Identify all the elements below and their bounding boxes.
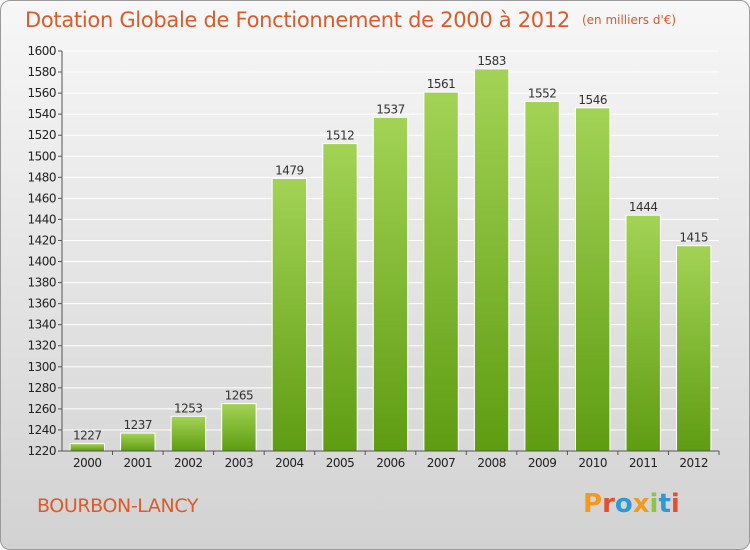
y-tick-label: 1380 — [27, 276, 56, 290]
bar-2007 — [423, 91, 459, 452]
y-tick-label: 1560 — [27, 86, 56, 100]
x-tick-label-2007: 2007 — [427, 456, 456, 470]
y-tick-label: 1320 — [27, 339, 56, 353]
data-label-2000: 1227 — [73, 429, 102, 443]
chart-unit: (en milliers d'€) — [581, 13, 677, 27]
x-tick-label-2005: 2005 — [326, 456, 355, 470]
x-tick-label-2010: 2010 — [578, 456, 607, 470]
data-label-2002: 1253 — [174, 401, 203, 415]
y-tick-label: 1480 — [27, 170, 56, 184]
y-axis: 1220 1240 1260 1280 1300 1320 1340 1360 1380 1400… — [27, 44, 63, 458]
data-label-2007: 1561 — [427, 77, 456, 91]
bar-2010 — [575, 107, 611, 452]
bar-2006 — [372, 116, 409, 452]
x-axis: 2000 2001 2002 2003 2004 2005 2006 2007 2008 2009… — [62, 450, 720, 470]
y-tick-label: 1300 — [27, 360, 56, 374]
data-label-2010: 1546 — [578, 93, 607, 107]
bar-2002 — [170, 415, 207, 452]
data-label-2012: 1415 — [679, 231, 708, 245]
x-tick-label-2011: 2011 — [629, 456, 658, 470]
y-tick-label: 1600 — [27, 44, 56, 58]
data-label-2003: 1265 — [225, 389, 254, 403]
x-tick-label-2004: 2004 — [275, 456, 304, 470]
commune-name: BOURBON-LANCY — [37, 495, 199, 517]
chart-title: Dotation Globale de Fonctionnement de 20… — [25, 8, 676, 32]
bar-2003 — [221, 403, 257, 452]
logo-letter: x — [632, 489, 650, 519]
y-tick-label: 1340 — [27, 318, 56, 332]
logo-letter: o — [614, 489, 633, 519]
x-tick-label-2006: 2006 — [376, 456, 405, 470]
x-tick-label-2009: 2009 — [528, 456, 557, 470]
y-tick-label: 1240 — [27, 423, 56, 437]
bar-2000 — [69, 443, 105, 452]
data-label-2008: 1583 — [477, 54, 506, 68]
y-tick-label: 1360 — [27, 297, 56, 311]
logo-letter: r — [602, 489, 615, 519]
bars: 1227 1237 1253 1265 1479 1512 1537 1561 1583 1552… — [69, 54, 712, 452]
x-tick-label-2001: 2001 — [124, 456, 153, 470]
y-tick-label: 1260 — [27, 402, 56, 416]
y-tick-label: 1400 — [27, 255, 56, 269]
chart-title-text: Dotation Globale de Fonctionnement de 20… — [25, 8, 570, 32]
data-label-2001: 1237 — [124, 418, 153, 432]
logo-letter: t — [658, 489, 671, 519]
y-tick-label: 1280 — [27, 381, 56, 395]
bar-2005 — [322, 143, 358, 452]
data-label-2009: 1552 — [528, 87, 557, 101]
y-tick-label: 1520 — [27, 128, 56, 142]
bar-2011 — [625, 214, 661, 452]
logo-letter: i — [670, 489, 680, 519]
y-tick-label: 1460 — [27, 191, 56, 205]
bar-2008 — [473, 68, 510, 452]
y-tick-label: 1220 — [27, 444, 56, 458]
x-tick-label-2003: 2003 — [225, 456, 254, 470]
x-tick-label-2002: 2002 — [174, 456, 203, 470]
x-tick-label-2012: 2012 — [679, 456, 708, 470]
y-tick-label: 1420 — [27, 233, 56, 247]
bar-2012 — [676, 245, 712, 452]
bar-2001 — [120, 432, 156, 452]
logo-letter: i — [649, 489, 659, 519]
y-tick-label: 1540 — [27, 107, 56, 121]
y-tick-label: 1580 — [27, 65, 56, 79]
logo-letter: P — [583, 489, 603, 519]
data-label-2006: 1537 — [376, 102, 405, 116]
bar-2009 — [524, 101, 560, 452]
x-tick-label-2008: 2008 — [477, 456, 506, 470]
x-tick-label-2000: 2000 — [73, 456, 102, 470]
data-label-2005: 1512 — [326, 129, 355, 143]
data-label-2004: 1479 — [275, 163, 304, 177]
y-tick-label: 1500 — [27, 149, 56, 163]
proxiti-logo[interactable]: Proxiti — [583, 489, 680, 519]
data-label-2011: 1444 — [629, 200, 658, 214]
y-tick-label: 1440 — [27, 212, 56, 226]
bar-2004 — [271, 177, 308, 452]
